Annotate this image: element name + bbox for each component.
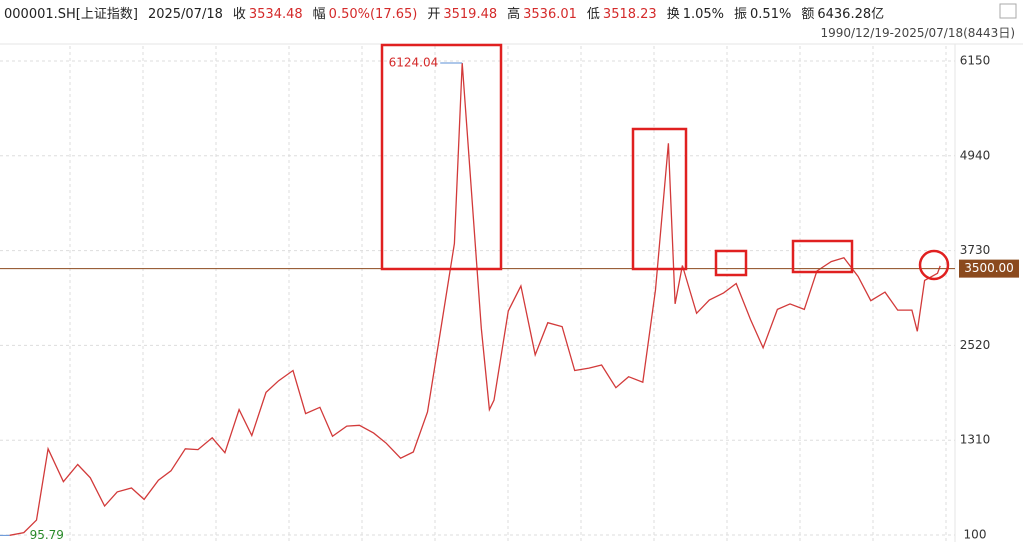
quote-header: 000001.SH[上证指数] 2025/07/18 收 3534.48 幅 0.50%(… <box>4 3 894 22</box>
quote-label: 高 <box>507 7 521 22</box>
y-tick-label: 3730 <box>960 243 991 257</box>
wp-icon[interactable] <box>999 3 1017 19</box>
y-tick-label: 1310 <box>960 433 991 447</box>
quote-label: 收 <box>232 7 246 22</box>
quote-value: 3534.48 <box>248 7 303 22</box>
quote-value: 3518.23 <box>602 7 657 22</box>
highlight-box <box>714 249 748 277</box>
quote-label: 换 <box>666 7 680 22</box>
annotation-label: 6124.04 <box>389 56 439 70</box>
quote-label: 振 <box>734 7 748 22</box>
date-range[interactable]: 1990/12/19-2025/07/18(8443日) <box>820 26 1015 40</box>
index-code: 000001.SH[上证指数] <box>4 7 138 22</box>
y-tick-label: 100 <box>964 528 987 542</box>
quote-label: 低 <box>586 7 600 22</box>
highlight-boxes <box>380 43 950 281</box>
quote-label: 额 <box>801 7 815 22</box>
highlight-box <box>631 127 688 271</box>
quote-value: 0.50%(17.65) <box>328 7 418 22</box>
quote-value: 1.05% <box>682 7 725 22</box>
y-tick-label: 6150 <box>960 54 991 68</box>
y-tick-label: 4940 <box>960 148 991 162</box>
highlight-box <box>791 239 854 274</box>
quote-value: 6436.28亿 <box>817 7 885 22</box>
quote-label: 幅 <box>312 7 326 22</box>
quote-date: 2025/07/18 <box>147 7 223 22</box>
price-tag-label: 3500.00 <box>964 261 1014 275</box>
quote-value: 3536.01 <box>523 7 577 22</box>
annotation-label: 95.79 <box>30 528 64 542</box>
quote-label: 开 <box>427 7 441 22</box>
highlight-circle <box>918 249 950 281</box>
quote-value: 0.51% <box>750 7 792 22</box>
highlight-box <box>380 43 503 271</box>
quote-value: 3519.48 <box>443 7 498 22</box>
y-tick-label: 2520 <box>960 338 991 352</box>
price-tag <box>959 259 1019 278</box>
price-line-series <box>9 62 941 536</box>
